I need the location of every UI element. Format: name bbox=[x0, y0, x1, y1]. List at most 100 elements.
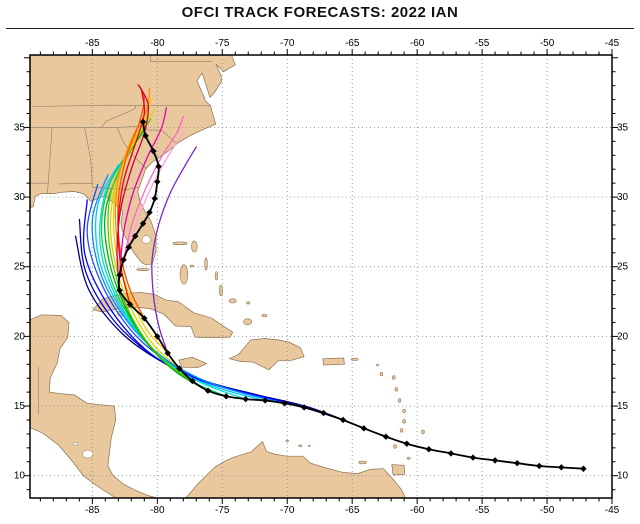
island bbox=[243, 318, 253, 326]
best-track-marker bbox=[491, 457, 499, 464]
best-track-marker bbox=[536, 462, 543, 470]
best-track-marker bbox=[425, 446, 433, 453]
best-track-marker bbox=[155, 163, 162, 170]
best-track-marker bbox=[142, 132, 149, 139]
lon-tick-label-top: -80 bbox=[150, 38, 165, 49]
best-track-marker bbox=[469, 454, 477, 461]
lake bbox=[141, 235, 151, 244]
island bbox=[392, 375, 396, 380]
island bbox=[179, 264, 189, 285]
state-border-line bbox=[32, 104, 211, 107]
best-track-marker bbox=[360, 425, 368, 432]
map-layers bbox=[30, 55, 612, 498]
best-track-marker bbox=[116, 271, 123, 279]
island bbox=[397, 398, 402, 403]
lat-tick-label-left: 20 bbox=[14, 331, 26, 342]
lon-tick-label-bottom: -45 bbox=[605, 505, 620, 516]
best-track-marker bbox=[281, 400, 288, 407]
best-track-marker bbox=[176, 365, 183, 372]
best-track-marker bbox=[120, 256, 127, 263]
best-track-marker bbox=[261, 397, 269, 404]
best-track-marker bbox=[447, 450, 455, 457]
state-border-line bbox=[84, 127, 93, 184]
figure-title: OFCI TRACK FORECASTS: 2022 IAN bbox=[181, 4, 459, 21]
forecast-track-line bbox=[116, 84, 150, 292]
lat-tick-label-left: 35 bbox=[14, 122, 26, 133]
lat-tick-label-left: 10 bbox=[14, 471, 26, 482]
axis-ticks bbox=[24, 49, 618, 504]
lat-tick-label-right: 25 bbox=[617, 262, 629, 273]
state-border-line bbox=[150, 55, 164, 63]
island bbox=[136, 268, 150, 271]
forecast-track-line bbox=[82, 199, 325, 414]
island bbox=[399, 428, 404, 433]
lon-tick-label-top: -70 bbox=[280, 38, 295, 49]
lon-tick-label-bottom: -65 bbox=[345, 505, 360, 516]
coastline-puerto-rico bbox=[322, 357, 345, 366]
island bbox=[307, 444, 311, 447]
best-track-marker bbox=[132, 232, 139, 240]
best-track-marker bbox=[580, 465, 587, 472]
best-track-marker bbox=[150, 147, 157, 155]
island bbox=[421, 429, 425, 434]
coastline-central-america bbox=[30, 314, 158, 498]
island bbox=[393, 444, 397, 449]
coastline-south-america bbox=[185, 441, 406, 498]
forecast-track-line bbox=[109, 108, 181, 370]
best-track-marker bbox=[164, 349, 171, 357]
forecast-track-line bbox=[94, 164, 266, 402]
best-track-marker bbox=[558, 464, 565, 471]
island bbox=[298, 444, 303, 447]
lon-tick-label-top: -50 bbox=[540, 38, 555, 49]
best-track-marker bbox=[116, 287, 123, 294]
coastline-jamaica bbox=[178, 356, 208, 369]
forecast-track-line bbox=[99, 154, 247, 400]
coastline-hispaniola bbox=[228, 338, 305, 371]
lon-tick-label-bottom: -70 bbox=[280, 505, 295, 516]
coastline-trinidad bbox=[391, 464, 406, 476]
lon-tick-label-top: -65 bbox=[345, 38, 360, 49]
best-track-line bbox=[117, 121, 584, 470]
island bbox=[261, 313, 268, 318]
forecast-track-line bbox=[117, 83, 145, 319]
lat-tick-label-right: 10 bbox=[617, 471, 629, 482]
title-divider bbox=[6, 28, 634, 29]
lon-tick-label-bottom: -60 bbox=[410, 505, 425, 516]
island bbox=[406, 457, 411, 460]
best-track-marker bbox=[125, 244, 132, 251]
best-track-marker bbox=[320, 409, 327, 417]
plot-frame bbox=[29, 54, 613, 499]
forecast-track-line bbox=[118, 107, 168, 276]
lon-tick-label-top: -75 bbox=[215, 38, 230, 49]
island bbox=[219, 284, 223, 297]
island bbox=[228, 298, 237, 304]
island bbox=[285, 439, 289, 443]
island bbox=[172, 241, 188, 246]
best-track-marker bbox=[242, 395, 249, 403]
state-border-line bbox=[101, 105, 136, 128]
island bbox=[204, 257, 208, 271]
best-track-marker bbox=[151, 195, 158, 202]
best-track-marker bbox=[154, 178, 161, 185]
best-track-marker bbox=[339, 416, 347, 424]
best-track-marker bbox=[222, 393, 230, 400]
best-track-marker bbox=[146, 209, 153, 216]
island bbox=[191, 240, 198, 253]
lake bbox=[72, 442, 79, 446]
best-track-marker bbox=[189, 377, 196, 385]
lon-tick-label-bottom: -75 bbox=[215, 505, 230, 516]
state-border-line bbox=[47, 127, 53, 193]
best-track-marker bbox=[382, 433, 390, 440]
lon-tick-label-top: -55 bbox=[475, 38, 490, 49]
forecast-track-line bbox=[122, 115, 184, 261]
best-track-marker bbox=[154, 333, 161, 340]
best-track-marker bbox=[141, 315, 148, 322]
island bbox=[394, 387, 399, 392]
lat-tick-label-left: 25 bbox=[14, 262, 26, 273]
island bbox=[402, 408, 406, 414]
best-track-marker bbox=[204, 387, 212, 394]
island bbox=[358, 460, 367, 465]
best-track-marker bbox=[300, 404, 308, 411]
